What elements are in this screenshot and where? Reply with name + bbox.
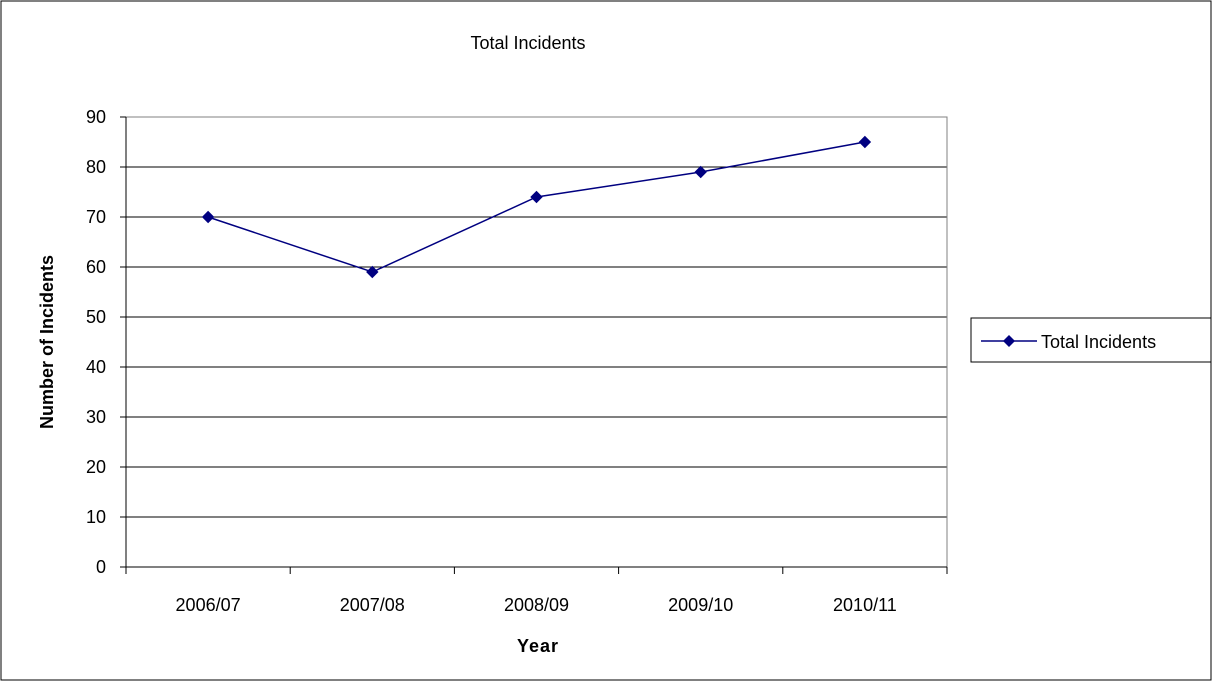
data-point [694, 165, 707, 179]
y-tick-label: 30 [86, 407, 106, 427]
y-tick-label: 80 [86, 157, 106, 177]
series-layer [201, 135, 872, 279]
y-tick-label: 40 [86, 357, 106, 377]
data-point [858, 135, 872, 149]
y-axis: 0 10 20 30 40 50 60 70 80 90 [86, 107, 127, 577]
y-tick-label: 10 [86, 507, 106, 527]
data-point [366, 265, 379, 279]
x-tick-label: 2009/10 [668, 595, 733, 615]
legend: Total Incidents [970, 317, 1212, 363]
x-tick-label: 2007/08 [340, 595, 405, 615]
y-tick-label: 0 [96, 557, 106, 577]
y-tick-label: 20 [86, 457, 106, 477]
data-point [530, 190, 543, 204]
chart-title: Total Incidents [470, 33, 585, 53]
x-tick-label: 2006/07 [176, 595, 241, 615]
x-tick-label: 2010/11 [833, 595, 897, 615]
legend-series-marker [1003, 335, 1015, 347]
x-axis: 2006/07 2007/08 2008/09 2009/10 2010/11 [125, 566, 948, 615]
y-tick-label: 70 [86, 207, 106, 227]
y-axis-title: Number of Incidents [37, 255, 57, 429]
x-axis-title: Year [517, 636, 559, 656]
data-point [201, 210, 215, 224]
x-tick-label: 2008/09 [504, 595, 569, 615]
y-tick-label: 50 [86, 307, 106, 327]
y-tick-label: 60 [86, 257, 106, 277]
legend-series-label: Total Incidents [1041, 332, 1156, 352]
y-tick-label: 90 [86, 107, 106, 127]
